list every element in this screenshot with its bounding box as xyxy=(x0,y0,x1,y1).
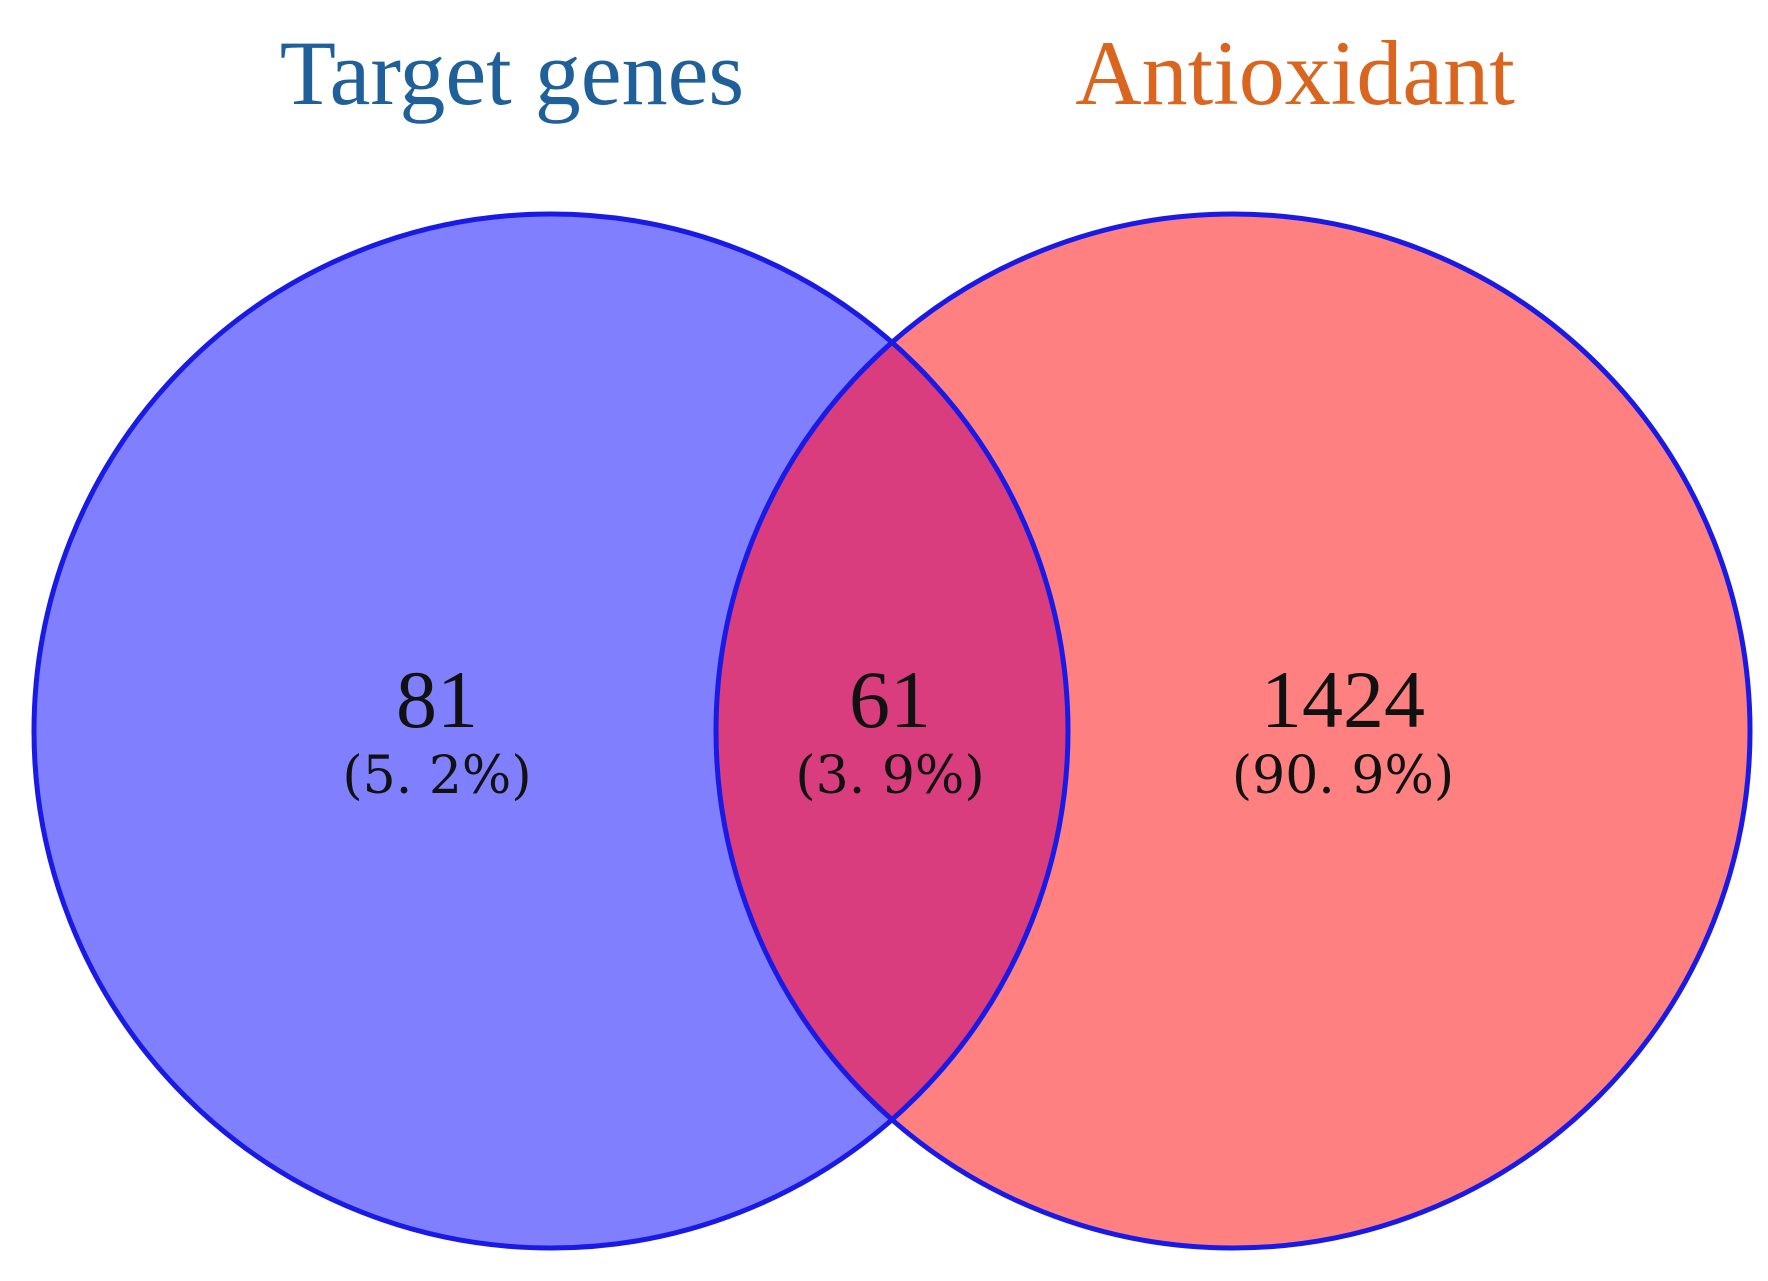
intersection-region xyxy=(716,214,1068,1248)
antioxidant-outline xyxy=(713,211,1753,1251)
target-genes-outline xyxy=(31,211,1071,1251)
overlap-count: 61 xyxy=(849,654,931,745)
overlap-percent: (3. 9%) xyxy=(795,746,984,806)
target-genes-title: Target genes xyxy=(280,22,744,124)
right-only-percent: (90. 9%) xyxy=(1232,746,1454,806)
left-only-count: 81 xyxy=(396,654,478,745)
right-only-count: 1424 xyxy=(1261,654,1425,745)
antioxidant-title: Antioxidant xyxy=(1075,22,1515,124)
left-only-percent: (5. 2%) xyxy=(342,746,531,806)
